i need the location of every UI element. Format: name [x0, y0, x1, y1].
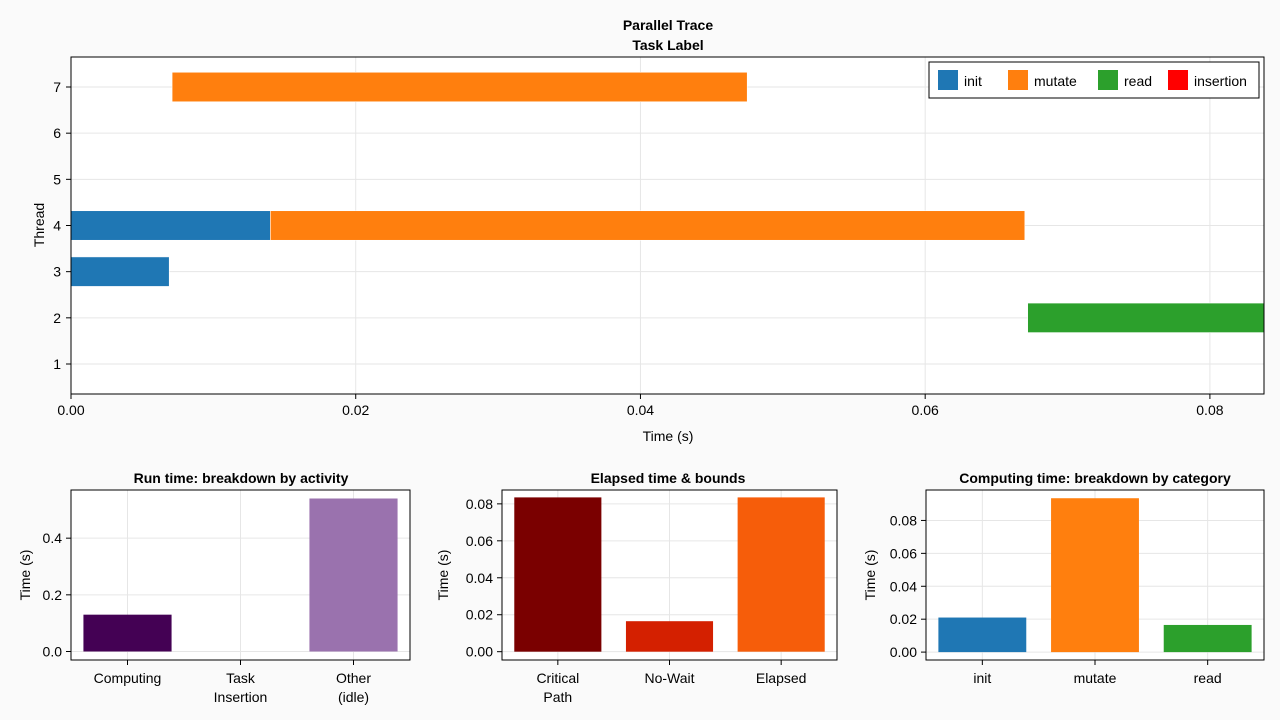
- gantt-task-bar-init: [70, 256, 170, 287]
- elapsed-bounds-bar: [625, 621, 714, 652]
- computing-breakdown-chart: Computing time: breakdown by category Ti…: [862, 470, 1265, 686]
- gantt-task-bar-mutate: [171, 71, 748, 103]
- elapsed-bounds-bar: [514, 497, 602, 652]
- runtime-breakdown-x-tick-label: Computing: [94, 670, 162, 686]
- parallel-trace-chart: Parallel Trace Task Label Time (s) Threa…: [31, 17, 1265, 444]
- gantt-y-tick-label: 5: [53, 171, 61, 187]
- legend-box: [928, 61, 1260, 99]
- legend-label-init: init: [964, 73, 982, 89]
- computing-breakdown-y-tick-label: 0.00: [890, 644, 917, 660]
- gantt-x-tick-label: 0.08: [1196, 402, 1223, 418]
- runtime-breakdown-chart: Run time: breakdown by activity Time (s)…: [17, 470, 411, 705]
- runtime-breakdown-ylabel: Time (s): [17, 550, 33, 601]
- runtime-breakdown-y-tick-label: 0.4: [43, 530, 63, 546]
- runtime-breakdown-bar: [309, 498, 398, 652]
- computing-breakdown-x-tick-label: mutate: [1074, 670, 1117, 686]
- gantt-ylabel: Thread: [31, 203, 47, 247]
- runtime-breakdown-y-tick-label: 0.2: [43, 587, 63, 603]
- elapsed-bounds-x-tick-label: Critical Path: [536, 670, 579, 705]
- computing-breakdown-y-tick-label: 0.06: [890, 545, 917, 561]
- elapsed-bounds-title: Elapsed time & bounds: [591, 470, 746, 486]
- gantt-task-bar-mutate: [270, 210, 1026, 241]
- runtime-breakdown-plot-frame: [70, 489, 411, 661]
- elapsed-bounds-x-tick-label: Elapsed: [756, 670, 807, 686]
- legend-label-insertion: insertion: [1194, 73, 1247, 89]
- gantt-y-tick-label: 6: [53, 125, 61, 141]
- gantt-task-bar-read: [1027, 302, 1265, 333]
- elapsed-bounds-chart: Elapsed time & bounds Time (s) 0.00 0.02 0…: [435, 470, 838, 705]
- elapsed-bounds-bar: [737, 497, 825, 652]
- elapsed-bounds-plot-frame: [501, 489, 838, 661]
- elapsed-bounds-y-tick-label: 0.02: [466, 607, 493, 623]
- gantt-y-tick-label: 7: [53, 79, 61, 95]
- computing-breakdown-y-tick-label: 0.04: [890, 578, 917, 594]
- computing-breakdown-x-tick-label: init: [973, 670, 991, 686]
- gantt-y-tick-label: 4: [53, 218, 61, 234]
- runtime-breakdown-title: Run time: breakdown by activity: [134, 470, 349, 486]
- gantt-legend: init mutate read insertion: [928, 61, 1260, 99]
- gantt-y-tick-label: 1: [53, 356, 61, 372]
- runtime-breakdown-x-tick-label: Task Insertion: [214, 670, 268, 705]
- computing-breakdown-plot-frame: [925, 489, 1265, 661]
- legend-swatch-init: [938, 70, 958, 90]
- runtime-breakdown-x-tick-label: Other (idle): [336, 670, 371, 705]
- elapsed-bounds-y-tick-label: 0.00: [466, 644, 493, 660]
- legend-swatch-read: [1098, 70, 1118, 90]
- gantt-x-tick-label: 0.06: [912, 402, 939, 418]
- computing-breakdown-bar: [938, 617, 1027, 653]
- computing-breakdown-y-tick-label: 0.02: [890, 611, 917, 627]
- gantt-x-tick-label: 0.02: [342, 402, 369, 418]
- elapsed-bounds-y-tick-label: 0.04: [466, 570, 493, 586]
- computing-breakdown-ylabel: Time (s): [862, 550, 878, 601]
- computing-breakdown-x-tick-label: read: [1194, 670, 1222, 686]
- elapsed-bounds-y-tick-label: 0.06: [466, 533, 493, 549]
- computing-breakdown-bar: [1163, 624, 1252, 653]
- gantt-subtitle: Task Label: [632, 37, 703, 53]
- gantt-title: Parallel Trace: [623, 17, 714, 33]
- gantt-y-tick-label: 2: [53, 310, 61, 326]
- elapsed-bounds-y-tick-label: 0.08: [466, 496, 493, 512]
- runtime-breakdown-bar: [83, 614, 172, 652]
- gantt-plot-frame: [70, 56, 1265, 395]
- legend-label-read: read: [1124, 73, 1152, 89]
- legend-label-mutate: mutate: [1034, 73, 1077, 89]
- computing-breakdown-title: Computing time: breakdown by category: [959, 470, 1231, 486]
- gantt-x-tick-label: 0.04: [627, 402, 654, 418]
- computing-breakdown-y-tick-label: 0.08: [890, 512, 917, 528]
- elapsed-bounds-x-tick-label: No-Wait: [644, 670, 694, 686]
- gantt-task-bar-init: [70, 210, 271, 241]
- legend-swatch-mutate: [1008, 70, 1028, 90]
- gantt-x-tick-label: 0.00: [57, 402, 84, 418]
- legend-swatch-insertion: [1168, 70, 1188, 90]
- elapsed-bounds-ylabel: Time (s): [435, 550, 451, 601]
- runtime-breakdown-y-tick-label: 0.0: [43, 644, 63, 660]
- computing-breakdown-bar: [1051, 498, 1139, 653]
- gantt-xlabel: Time (s): [643, 428, 694, 444]
- gantt-y-tick-label: 3: [53, 264, 61, 280]
